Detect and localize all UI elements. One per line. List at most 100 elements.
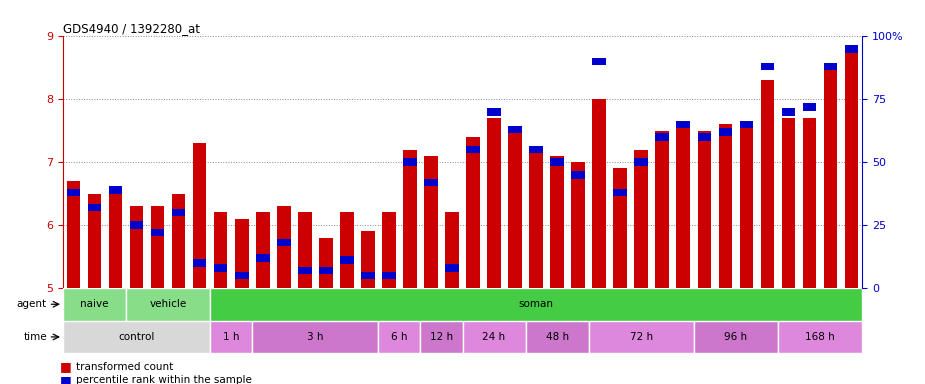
Bar (298, 212, 312, 288)
Text: time: time (23, 332, 47, 342)
Text: 168 h: 168 h (805, 332, 835, 342)
Bar (676, 124, 690, 288)
Bar (592, 99, 606, 288)
Text: GDS4940 / 1392280_at: GDS4940 / 1392280_at (63, 22, 200, 35)
Bar (445, 264, 459, 271)
Bar (63, 288, 126, 321)
Bar (635, 150, 648, 288)
Bar (487, 118, 500, 288)
Text: 12 h: 12 h (430, 332, 453, 342)
Bar (277, 206, 290, 288)
Bar (550, 156, 564, 288)
Bar (588, 321, 694, 353)
Text: 3 h: 3 h (307, 332, 324, 342)
Bar (277, 239, 290, 247)
Bar (803, 118, 817, 288)
Bar (740, 124, 753, 288)
Bar (572, 171, 585, 179)
Bar (529, 150, 543, 288)
Bar (760, 81, 774, 288)
Text: ■: ■ (60, 360, 72, 373)
Text: 48 h: 48 h (546, 332, 569, 342)
Bar (192, 259, 206, 266)
Bar (824, 63, 837, 70)
Bar (214, 264, 228, 271)
Bar (151, 206, 165, 288)
Bar (340, 257, 353, 264)
Bar (529, 146, 543, 153)
Bar (340, 212, 353, 288)
Bar (550, 159, 564, 166)
Bar (740, 121, 753, 128)
Bar (697, 131, 711, 288)
Bar (298, 266, 312, 274)
Bar (235, 219, 249, 288)
Bar (235, 271, 249, 279)
Text: control: control (118, 332, 154, 342)
Bar (694, 321, 778, 353)
Bar (462, 321, 525, 353)
Bar (425, 179, 438, 186)
Bar (256, 254, 269, 262)
Bar (403, 159, 417, 166)
Bar (88, 194, 101, 288)
Bar (421, 321, 462, 353)
Bar (210, 288, 862, 321)
Text: 1 h: 1 h (223, 332, 240, 342)
Bar (108, 187, 122, 288)
Bar (487, 108, 500, 116)
Bar (172, 209, 185, 216)
Bar (525, 321, 588, 353)
Bar (361, 231, 375, 288)
Text: soman: soman (519, 299, 553, 309)
Bar (824, 68, 837, 288)
Bar (172, 194, 185, 288)
Bar (676, 121, 690, 128)
Text: vehicle: vehicle (150, 299, 187, 309)
Bar (108, 186, 122, 194)
Bar (508, 126, 522, 133)
Bar (635, 159, 648, 166)
Bar (378, 321, 421, 353)
Bar (803, 103, 817, 111)
Bar (845, 45, 858, 53)
Bar (403, 150, 417, 288)
Text: 6 h: 6 h (391, 332, 408, 342)
Bar (67, 181, 80, 288)
Bar (466, 146, 480, 153)
Bar (253, 321, 378, 353)
Text: ■: ■ (60, 374, 72, 384)
Bar (126, 288, 210, 321)
Bar (697, 133, 711, 141)
Bar (361, 271, 375, 279)
Bar (760, 63, 774, 70)
Text: 72 h: 72 h (630, 332, 653, 342)
Bar (319, 266, 333, 274)
Bar (782, 108, 796, 116)
Bar (719, 128, 733, 136)
Bar (782, 118, 796, 288)
Bar (778, 321, 862, 353)
Bar (613, 169, 627, 288)
Bar (256, 212, 269, 288)
Text: agent: agent (17, 299, 47, 309)
Bar (67, 189, 80, 196)
Text: transformed count: transformed count (76, 362, 173, 372)
Bar (192, 143, 206, 288)
Bar (845, 49, 858, 288)
Bar (319, 238, 333, 288)
Bar (656, 131, 669, 288)
Text: 24 h: 24 h (483, 332, 506, 342)
Bar (613, 189, 627, 196)
Bar (63, 321, 210, 353)
Bar (130, 221, 143, 229)
Text: 96 h: 96 h (724, 332, 747, 342)
Bar (151, 229, 165, 237)
Bar (572, 162, 585, 288)
Bar (508, 131, 522, 288)
Text: percentile rank within the sample: percentile rank within the sample (76, 375, 252, 384)
Bar (214, 212, 228, 288)
Bar (719, 124, 733, 288)
Text: naive: naive (80, 299, 109, 309)
Bar (130, 206, 143, 288)
